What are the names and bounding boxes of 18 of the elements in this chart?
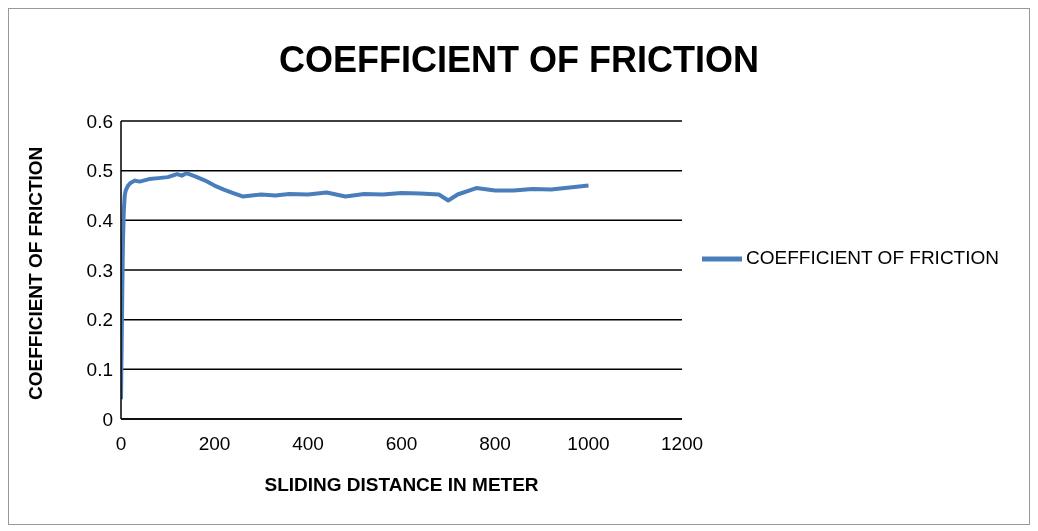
x-tick-label: 400 (292, 433, 324, 455)
y-tick-label: 0.5 (86, 160, 113, 182)
y-tick-label: 0.3 (86, 259, 113, 281)
y-tick-label: 0.1 (86, 359, 113, 381)
line-series (121, 171, 591, 402)
y-tick-label: 0.2 (86, 309, 113, 331)
y-tick-label: 0 (102, 408, 113, 430)
x-tick-label: 600 (385, 433, 418, 455)
chart-title: COEFFICIENT OF FRICTION (278, 39, 760, 81)
y-tick-label: 0.6 (86, 110, 113, 132)
x-axis-title: SLIDING DISTANCE IN METER (264, 474, 539, 495)
legend-label: COEFFICIENT OF FRICTION (746, 247, 999, 269)
y-tick-label: 0.4 (86, 210, 114, 232)
y-axis-title: COEFFICIENT OF FRICTION (24, 146, 46, 400)
x-tick-label: 1000 (567, 433, 610, 455)
x-tick-label: 200 (198, 433, 231, 455)
x-tick-label: 800 (479, 433, 511, 455)
x-tick-label: 1200 (660, 433, 704, 455)
